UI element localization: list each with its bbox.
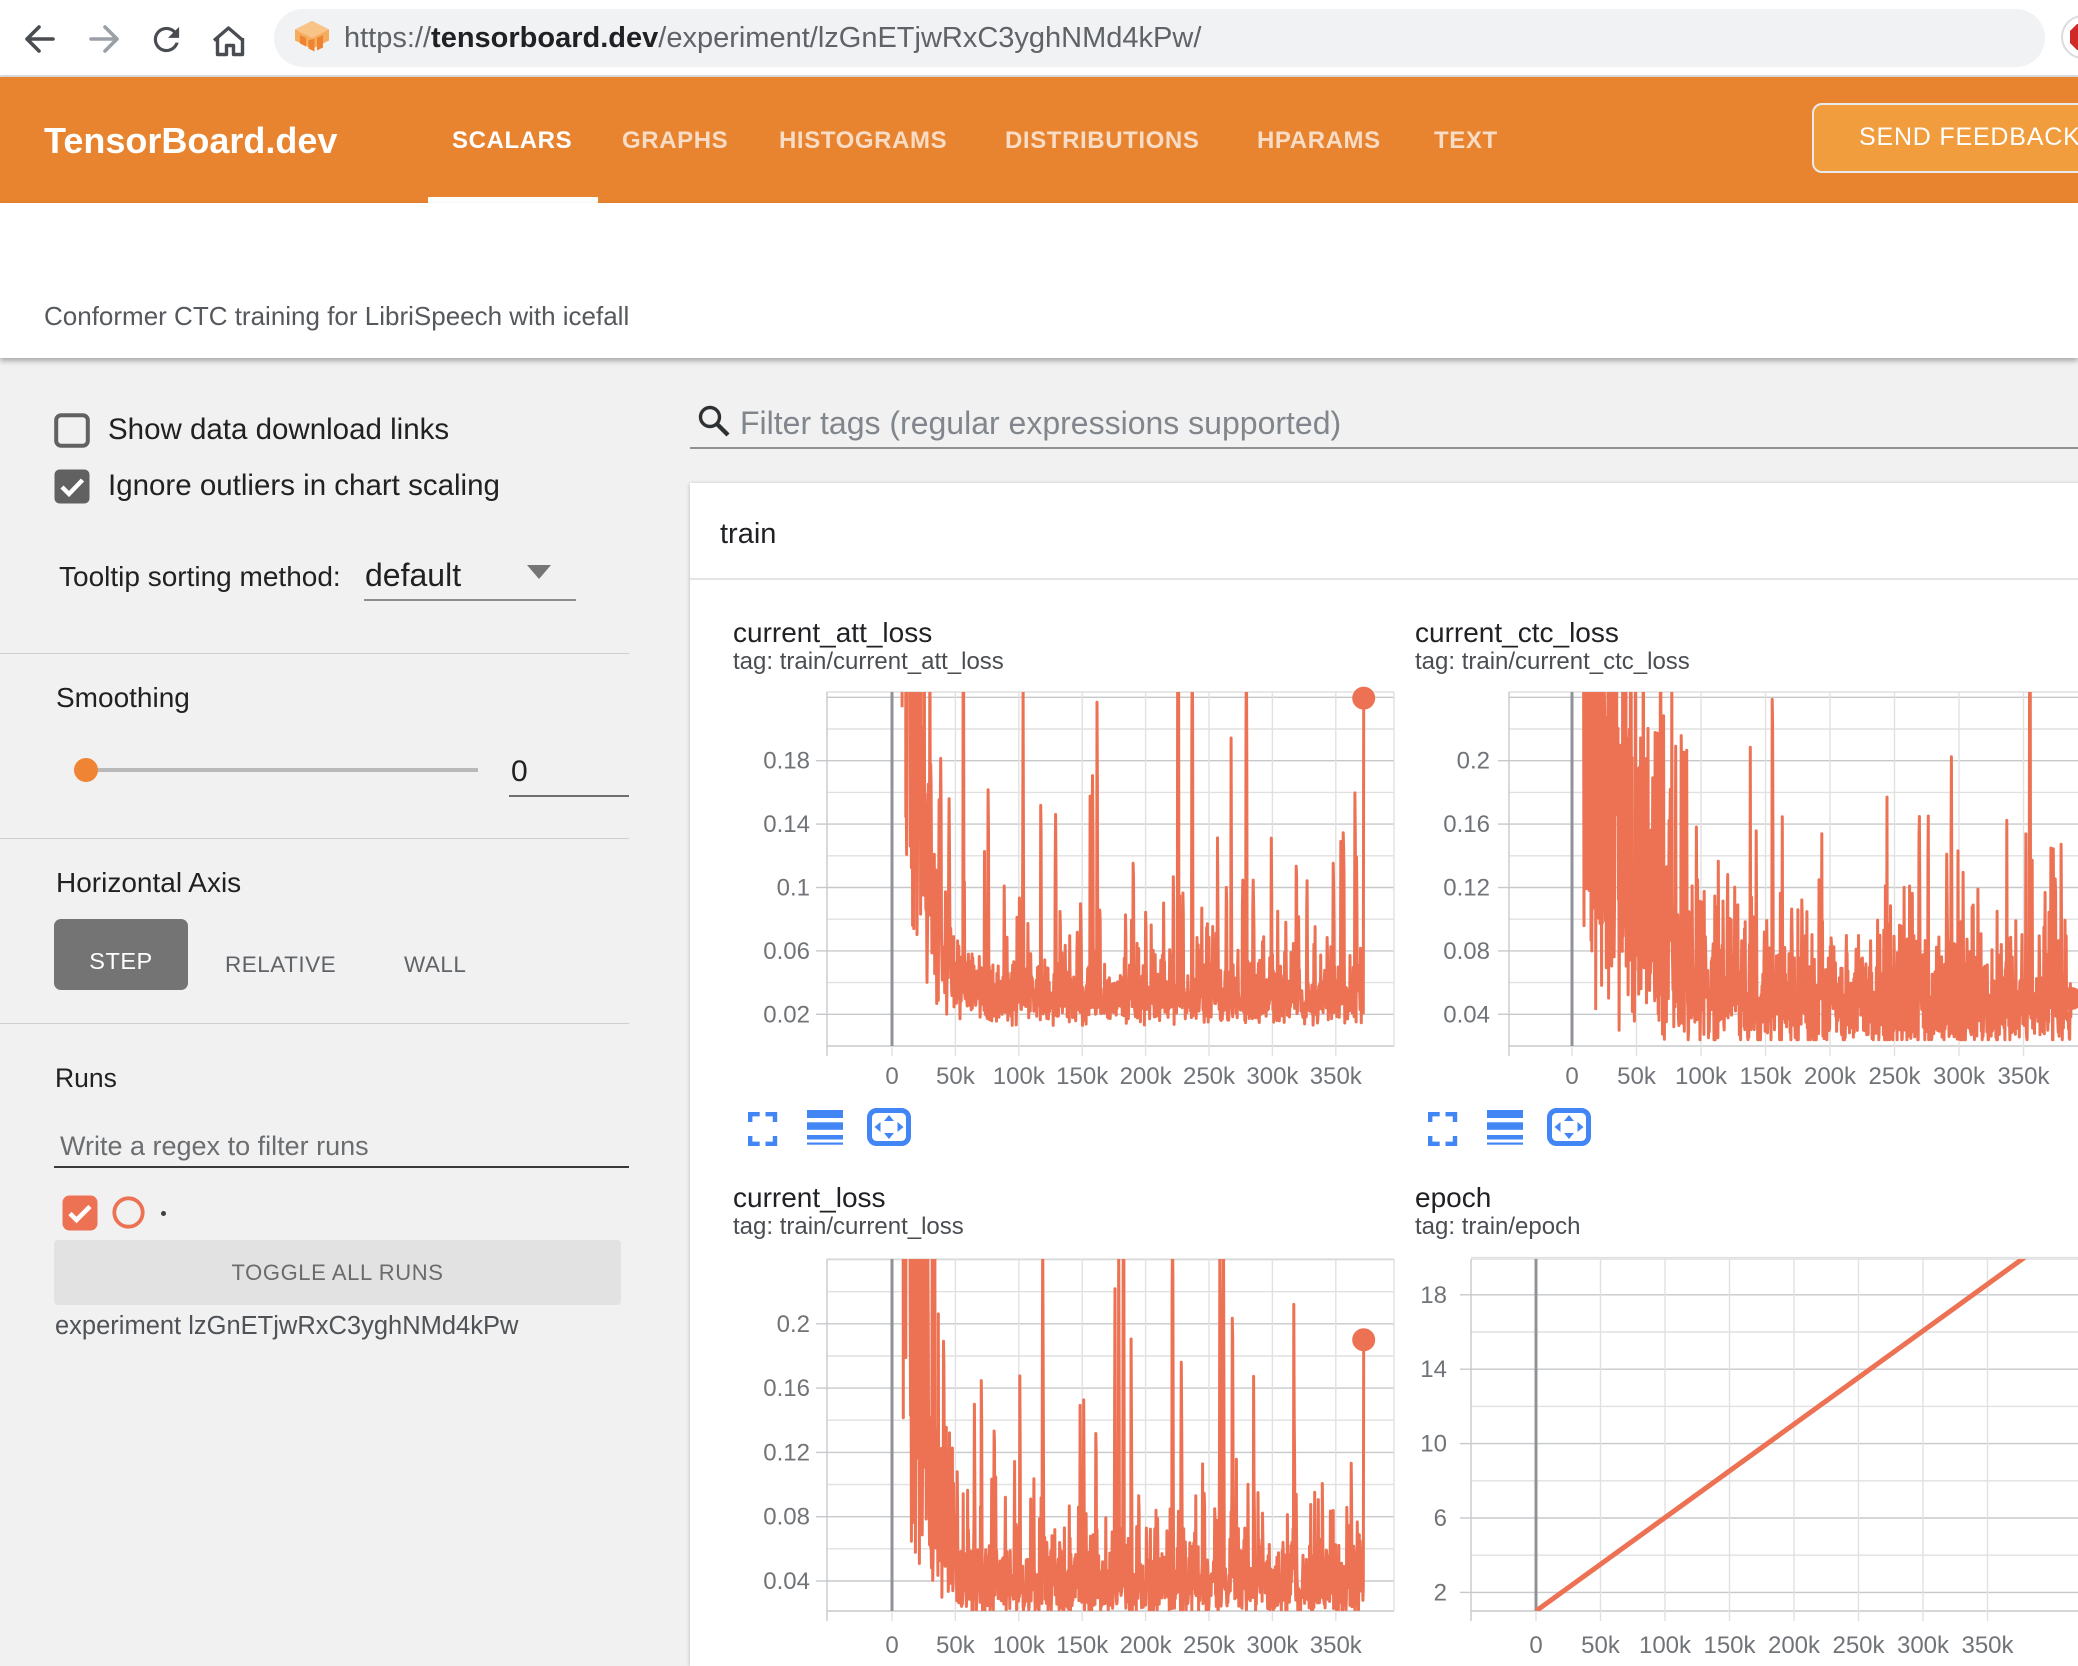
svg-text:0.02: 0.02 bbox=[763, 1001, 810, 1028]
svg-text:350k: 350k bbox=[1997, 1063, 2050, 1090]
svg-text:0.16: 0.16 bbox=[1443, 811, 1490, 838]
svg-text:0: 0 bbox=[1529, 1632, 1542, 1659]
svg-text:2: 2 bbox=[1434, 1579, 1447, 1606]
svg-text:150k: 150k bbox=[1703, 1632, 1756, 1659]
svg-text:150k: 150k bbox=[1056, 1063, 1109, 1090]
svg-text:0: 0 bbox=[885, 1063, 898, 1090]
svg-text:300k: 300k bbox=[1246, 1063, 1299, 1090]
svg-text:0: 0 bbox=[1565, 1063, 1578, 1090]
svg-text:0.08: 0.08 bbox=[763, 1504, 810, 1531]
svg-text:14: 14 bbox=[1420, 1356, 1447, 1383]
svg-text:6: 6 bbox=[1434, 1505, 1447, 1532]
svg-text:250k: 250k bbox=[1183, 1632, 1236, 1659]
svg-text:250k: 250k bbox=[1183, 1063, 1236, 1090]
svg-text:300k: 300k bbox=[1246, 1632, 1299, 1659]
svg-text:50k: 50k bbox=[1581, 1632, 1621, 1659]
svg-text:150k: 150k bbox=[1056, 1632, 1109, 1659]
svg-text:0.16: 0.16 bbox=[763, 1375, 810, 1402]
svg-text:350k: 350k bbox=[1310, 1632, 1363, 1659]
svg-text:350k: 350k bbox=[1961, 1632, 2014, 1659]
svg-text:0.1: 0.1 bbox=[777, 875, 810, 902]
svg-text:50k: 50k bbox=[1617, 1063, 1657, 1090]
svg-text:100k: 100k bbox=[993, 1063, 1046, 1090]
svg-text:0: 0 bbox=[885, 1632, 898, 1659]
svg-text:350k: 350k bbox=[1310, 1063, 1363, 1090]
svg-text:18: 18 bbox=[1420, 1282, 1447, 1309]
svg-text:300k: 300k bbox=[1933, 1063, 1986, 1090]
svg-text:100k: 100k bbox=[1675, 1063, 1728, 1090]
svg-text:0.08: 0.08 bbox=[1443, 938, 1490, 965]
svg-text:0.2: 0.2 bbox=[1457, 748, 1490, 775]
svg-text:10: 10 bbox=[1420, 1431, 1447, 1458]
svg-text:0.2: 0.2 bbox=[777, 1311, 810, 1338]
svg-text:0.14: 0.14 bbox=[763, 811, 810, 838]
svg-text:0.12: 0.12 bbox=[1443, 875, 1490, 902]
svg-text:250k: 250k bbox=[1832, 1632, 1885, 1659]
svg-text:0.04: 0.04 bbox=[763, 1568, 810, 1595]
svg-text:50k: 50k bbox=[936, 1063, 976, 1090]
svg-text:200k: 200k bbox=[1120, 1632, 1173, 1659]
svg-text:200k: 200k bbox=[1768, 1632, 1821, 1659]
svg-text:250k: 250k bbox=[1868, 1063, 1921, 1090]
svg-text:0.12: 0.12 bbox=[763, 1439, 810, 1466]
svg-text:100k: 100k bbox=[1639, 1632, 1692, 1659]
svg-text:0.04: 0.04 bbox=[1443, 1001, 1490, 1028]
svg-text:150k: 150k bbox=[1739, 1063, 1792, 1090]
svg-text:300k: 300k bbox=[1897, 1632, 1950, 1659]
svg-text:50k: 50k bbox=[936, 1632, 976, 1659]
svg-text:0.18: 0.18 bbox=[763, 748, 810, 775]
svg-text:200k: 200k bbox=[1804, 1063, 1857, 1090]
svg-text:200k: 200k bbox=[1120, 1063, 1173, 1090]
svg-text:0.06: 0.06 bbox=[763, 938, 810, 965]
svg-text:100k: 100k bbox=[993, 1632, 1046, 1659]
